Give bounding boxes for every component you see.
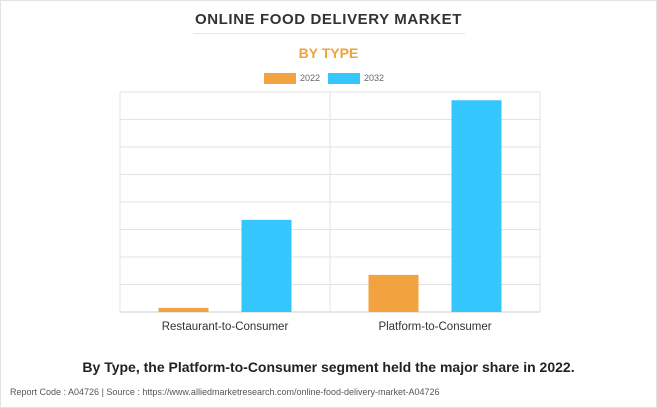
chart-title: ONLINE FOOD DELIVERY MARKET xyxy=(194,11,463,28)
report-footer: Report Code : A04726 | Source : https://… xyxy=(10,387,440,397)
title-divider xyxy=(193,33,465,34)
bar-2032-platform-to-consumer xyxy=(451,100,502,312)
x-tick-label: Platform-to-Consumer xyxy=(378,321,491,333)
chart-subtitle: BY TYPE xyxy=(298,45,359,61)
legend-swatch-2032 xyxy=(328,73,360,84)
bar-2022-restaurant-to-consumer xyxy=(158,307,209,312)
legend-label-2022: 2022 xyxy=(300,73,321,83)
x-tick-label: Restaurant-to-Consumer xyxy=(162,321,289,333)
bar-2032-restaurant-to-consumer xyxy=(241,219,292,312)
bar-2022-platform-to-consumer xyxy=(368,274,419,312)
chart-legend: 2022 2032 xyxy=(0,72,657,86)
legend-swatch-2022 xyxy=(264,73,296,84)
legend-label-2032: 2032 xyxy=(364,73,385,83)
chart-caption: By Type, the Platform-to-Consumer segmen… xyxy=(82,359,575,375)
